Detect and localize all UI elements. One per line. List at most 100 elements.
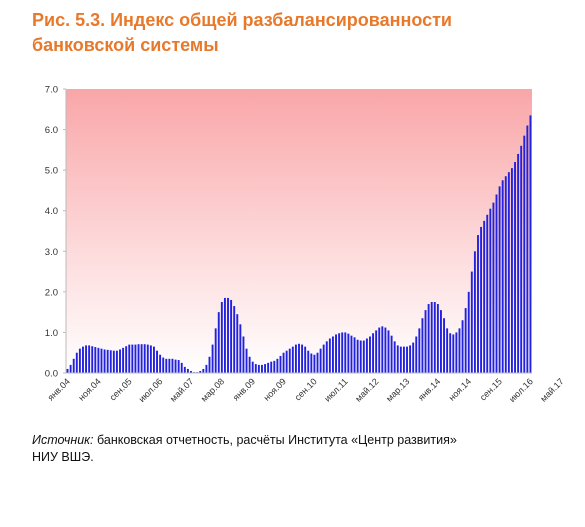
- bar: [430, 302, 433, 373]
- bar: [223, 297, 226, 373]
- bar: [328, 338, 331, 373]
- bar: [412, 342, 415, 373]
- bar: [217, 312, 220, 373]
- bar: [449, 333, 452, 373]
- bar: [66, 368, 69, 373]
- bar: [233, 306, 236, 373]
- bar: [310, 353, 313, 373]
- bar: [347, 333, 350, 373]
- bar: [446, 328, 449, 373]
- bar: [254, 364, 257, 373]
- bar: [464, 308, 467, 373]
- bar: [335, 334, 337, 373]
- bar: [322, 344, 325, 373]
- bar: [251, 361, 254, 373]
- bar: [199, 370, 202, 373]
- bar: [248, 356, 251, 373]
- bar: [350, 335, 353, 373]
- bar: [72, 358, 75, 373]
- bar: [353, 337, 356, 373]
- bar: [480, 226, 483, 373]
- bar: [344, 332, 347, 373]
- bar: [103, 349, 106, 373]
- bar: [282, 352, 285, 373]
- bar: [402, 346, 405, 373]
- bar: [504, 176, 507, 373]
- x-tick-label: май.12: [353, 376, 380, 403]
- x-tick-label: ноя.14: [447, 376, 473, 402]
- bar: [489, 208, 492, 373]
- bar-series: [66, 115, 532, 374]
- bar: [313, 354, 316, 373]
- bar: [264, 364, 267, 373]
- bar: [159, 354, 162, 373]
- bar: [294, 344, 297, 373]
- bar: [171, 358, 174, 373]
- bar: [270, 361, 273, 373]
- bar: [78, 348, 81, 373]
- bar: [85, 345, 88, 373]
- bar: [261, 364, 263, 373]
- y-tick-label: 3.0: [45, 247, 58, 258]
- bar: [140, 344, 143, 373]
- bar: [291, 346, 294, 373]
- x-axis-ticks: янв.04 ноя.04 сен.05 июл.06 май.07 мар.08 янв.…: [46, 376, 566, 404]
- x-tick-label: сен.15: [478, 376, 504, 402]
- bar: [477, 235, 479, 373]
- y-tick-label: 4.0: [45, 206, 58, 217]
- bar: [137, 344, 140, 373]
- bar: [279, 355, 282, 373]
- bar: [387, 330, 390, 373]
- y-tick-label: 2.0: [45, 287, 58, 298]
- bar: [177, 360, 180, 373]
- bar: [369, 336, 371, 373]
- bar: [122, 347, 125, 373]
- chart-title-line-1: Рис. 5.3. Индекс общей разбалансированно…: [32, 10, 452, 30]
- bar: [381, 326, 384, 373]
- bar: [146, 344, 149, 373]
- bar: [495, 194, 498, 373]
- bar: [106, 349, 109, 373]
- bar: [483, 220, 486, 373]
- bar: [452, 334, 455, 373]
- x-tick-label: май.17: [538, 376, 565, 403]
- y-tick-label: 5.0: [45, 166, 58, 177]
- chart-title: Рис. 5.3. Индекс общей разбалансированно…: [32, 8, 572, 58]
- bar: [418, 328, 421, 373]
- bar: [319, 348, 322, 373]
- x-tick-label: ноя.04: [76, 376, 102, 402]
- bar: [180, 362, 183, 373]
- bar: [523, 135, 526, 373]
- bar: [409, 345, 412, 373]
- chart: 0.01.02.03.04.05.06.07.0 янв.04 ноя.04 сен…: [45, 85, 566, 405]
- bar: [378, 327, 381, 373]
- bar: [257, 364, 260, 373]
- x-tick-label: июл.11: [322, 376, 349, 403]
- bar: [131, 344, 134, 373]
- bar: [406, 346, 408, 373]
- bar: [359, 340, 362, 373]
- x-tick-label: янв.04: [46, 376, 72, 402]
- bar: [470, 271, 473, 373]
- bar: [514, 162, 516, 373]
- x-tick-label: июл.06: [137, 376, 165, 404]
- chart-title-line-2: банковской системы: [32, 35, 219, 55]
- bar: [338, 333, 341, 373]
- bar: [341, 332, 344, 373]
- bar: [396, 345, 399, 373]
- bar: [455, 332, 458, 373]
- bar: [211, 344, 214, 373]
- bar: [331, 336, 334, 373]
- bar: [529, 115, 532, 374]
- bar: [443, 318, 445, 373]
- bar: [109, 350, 112, 373]
- bar: [205, 364, 208, 373]
- bar: [316, 352, 319, 373]
- bar: [415, 336, 418, 373]
- bar: [230, 299, 233, 373]
- bar: [440, 310, 442, 373]
- bar: [520, 145, 523, 373]
- bar: [119, 349, 121, 373]
- bar: [190, 370, 192, 373]
- bar: [227, 297, 229, 373]
